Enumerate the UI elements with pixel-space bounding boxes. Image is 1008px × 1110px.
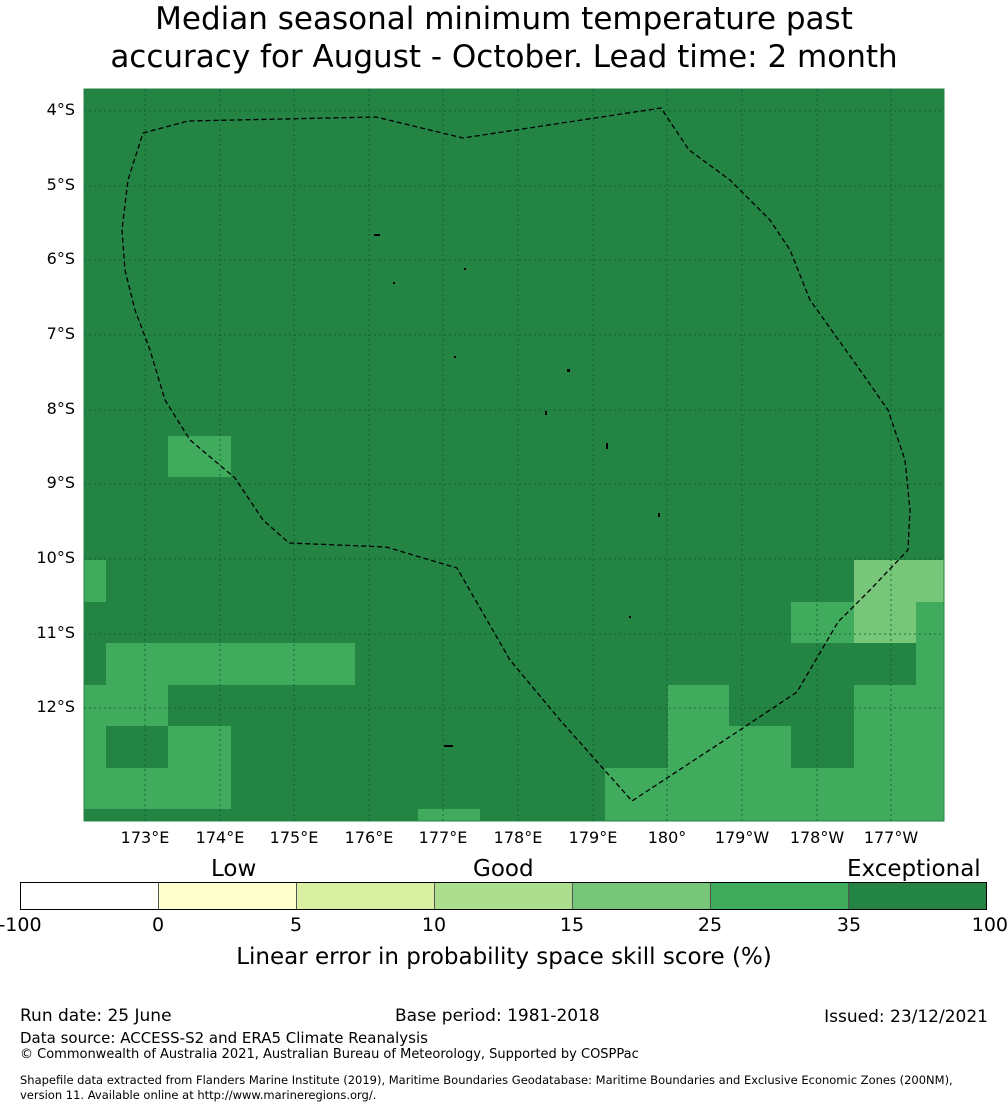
island [545,411,547,415]
lat-label: 6°S [46,249,75,268]
lat-label: 11°S [36,623,75,642]
lon-label: 176°E [344,828,394,847]
lon-label: 179°E [568,828,618,847]
lon-label: 175°E [269,828,319,847]
base-period: Base period: 1981-2018 [395,1006,600,1026]
title-line-1: Median seasonal minimum temperature past [155,1,853,37]
island [658,513,660,517]
colorbar [20,882,987,910]
skill-cell [854,602,916,643]
skill-cell [84,726,106,768]
skill-cell [84,560,106,602]
skill-cell [791,602,854,643]
colorbar-segment [297,883,435,909]
island [393,282,395,284]
lon-label: 178°E [493,828,543,847]
colorbar-segment [849,883,986,909]
lon-label: 179°W [714,828,770,847]
graticule [84,89,944,821]
data-source: Data source: ACCESS-S2 and ERA5 Climate … [20,1029,428,1047]
colorbar-segment [711,883,849,909]
island [606,443,608,449]
lon-label: 178°W [789,828,845,847]
colorbar-tick: 100 [971,914,1008,936]
colorbar-segment [435,883,573,909]
island [374,234,380,236]
lon-label: 177°E [418,828,468,847]
island [454,356,456,358]
skill-cell [168,436,231,477]
colorbar-tick: 10 [421,914,447,936]
colorbar-tick: 0 [151,914,165,936]
island [444,745,453,747]
lat-label: 12°S [36,697,75,716]
island [464,268,466,270]
lon-label: 180° [647,828,687,847]
colorbar-title: Linear error in probability space skill … [236,944,772,970]
lon-label: 174°E [195,828,245,847]
map-frame [83,88,945,822]
run-date: Run date: 25 June [20,1006,172,1026]
colorbar-tick: -100 [0,914,42,936]
skill-cell [168,726,231,768]
skill-cell [418,809,480,821]
colorbar-segment [21,883,159,909]
colorbar-tick: 5 [289,914,303,936]
map-title: Median seasonal minimum temperature past… [0,0,1008,76]
skill-cell [84,768,231,809]
skill-cell [84,685,168,726]
colorbar-tick: 25 [697,914,723,936]
issued-date: Issued: 23/12/2021 [824,1007,988,1027]
shapefile-credit-line-1: Shapefile data extracted from Flanders M… [20,1073,953,1087]
island [567,369,570,372]
island [629,616,631,618]
legend-category-low: Low [211,856,257,882]
colorbar-tick: 35 [836,914,862,936]
title-line-2: accuracy for August - October. Lead time… [110,39,898,75]
skill-cell [605,768,944,821]
lat-label: 7°S [46,324,75,343]
skill-cell [854,560,944,602]
skill-cell [854,685,944,768]
eez-boundary [121,107,911,802]
skill-cell [729,726,791,768]
lon-label: 177°W [863,828,919,847]
legend-category-exceptional: Exceptional [847,856,981,882]
colorbar-segment [159,883,297,909]
copyright: © Commonwealth of Australia 2021, Austra… [20,1047,639,1062]
shapefile-credit-line-2: version 11. Available online at http://w… [20,1088,377,1102]
lat-label: 4°S [46,100,75,119]
lat-label: 5°S [46,175,75,194]
colorbar-segment [573,883,711,909]
lat-label: 8°S [46,399,75,418]
skill-cells [84,436,944,821]
skill-cell [106,643,355,685]
colorbar-tick: 15 [559,914,585,936]
lat-label: 10°S [36,548,75,567]
skill-cell [916,602,944,685]
lon-label: 173°E [120,828,170,847]
lat-label: 9°S [46,473,75,492]
islands [374,234,660,747]
legend-category-good: Good [473,856,534,882]
skill-cell [668,685,729,768]
